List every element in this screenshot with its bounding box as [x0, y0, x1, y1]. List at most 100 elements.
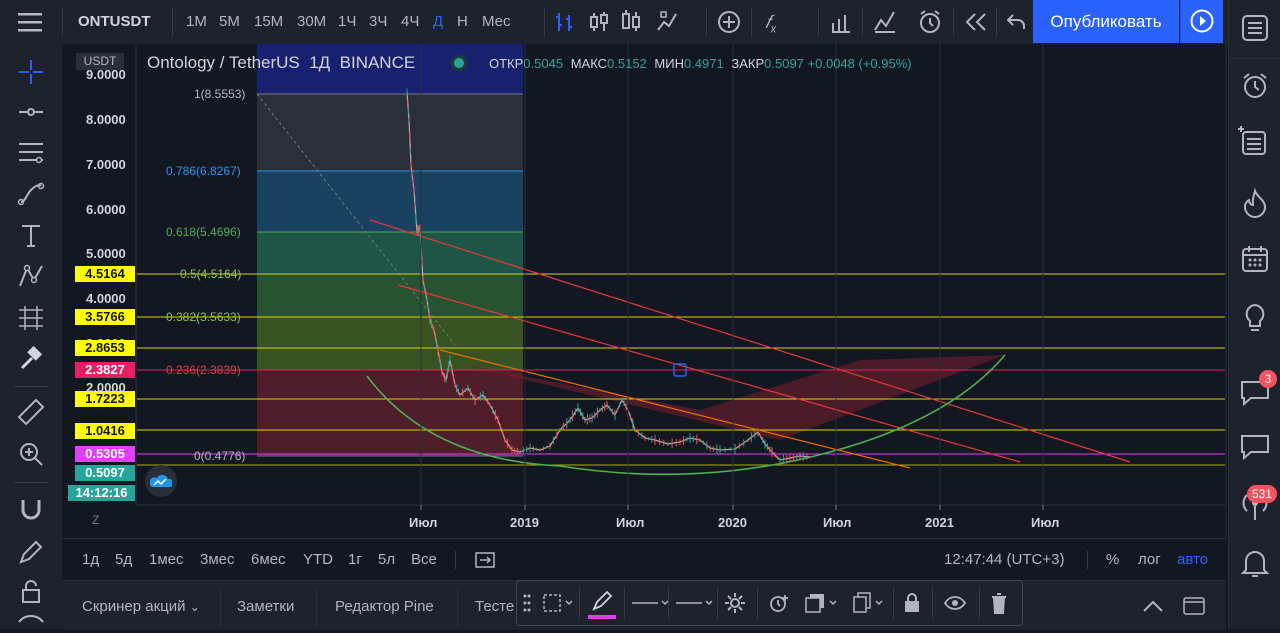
candles-chart-icon[interactable] — [588, 11, 610, 33]
clock[interactable]: 12:47:44 (UTC+3) — [944, 551, 1065, 568]
clone-icon[interactable] — [852, 591, 886, 615]
play-button[interactable] — [1180, 0, 1223, 43]
area-chart-icon[interactable] — [656, 10, 678, 34]
ideas-lightbulb-icon[interactable] — [1242, 303, 1268, 335]
chart-pane[interactable] — [62, 44, 1226, 538]
crosshair-icon[interactable] — [17, 58, 45, 86]
price-label-2865: 2.8653 — [75, 340, 135, 356]
price-chart[interactable] — [0, 0, 1228, 538]
zoom-in-icon[interactable] — [17, 440, 45, 468]
symbol-search[interactable]: ONTUSDT — [78, 13, 151, 30]
horizontal-lines-icon[interactable] — [17, 140, 45, 166]
range-bar: 1д 5д 1мес 3мес 6мес YTD 1г 5л Все 12:47… — [62, 538, 1226, 581]
tab-strategy-tester[interactable]: Тесте — [475, 598, 515, 615]
magnet-icon[interactable] — [17, 496, 45, 524]
trend-line-icon[interactable] — [17, 102, 45, 122]
fib-zone-786 — [257, 94, 523, 171]
alert-clock-icon[interactable] — [917, 9, 943, 35]
log-toggle[interactable]: лог — [1138, 551, 1161, 568]
range-5y[interactable]: 5л — [378, 551, 396, 568]
add-indicator-icon[interactable] — [717, 10, 741, 34]
drawing-handle — [673, 363, 687, 377]
drag-handle-icon[interactable] — [523, 594, 531, 612]
lock-pencil-icon[interactable] — [17, 538, 45, 566]
hotlist-icon[interactable] — [1241, 188, 1269, 218]
templates-icon[interactable] — [873, 10, 897, 34]
lock-icon[interactable] — [17, 578, 45, 606]
range-1d[interactable]: 1д — [82, 551, 100, 568]
line-width-icon[interactable] — [630, 596, 670, 610]
chevron-up-icon[interactable] — [1142, 599, 1164, 613]
watchlist-icon[interactable] — [1241, 14, 1269, 42]
trash-icon[interactable] — [989, 591, 1009, 615]
lock-drawing-icon[interactable] — [902, 591, 922, 615]
goto-date-icon[interactable] — [474, 550, 496, 570]
line-style-icon[interactable] — [674, 596, 714, 610]
messages-icon[interactable] — [1239, 432, 1271, 462]
ruler-icon[interactable] — [17, 398, 45, 426]
pattern-icon[interactable] — [17, 262, 45, 290]
data-window-icon[interactable] — [1237, 126, 1269, 158]
replay-icon[interactable] — [964, 12, 988, 32]
undo-icon[interactable] — [1005, 12, 1027, 32]
range-3m[interactable]: 3мес — [200, 551, 235, 568]
fib-zone-382 — [257, 274, 523, 317]
brush-icon[interactable] — [17, 180, 45, 208]
tab-notes[interactable]: Заметки — [237, 598, 295, 615]
prediction-icon[interactable] — [17, 304, 45, 332]
calendar-icon[interactable] — [1241, 244, 1269, 274]
alarm-clock-icon[interactable] — [1241, 72, 1269, 100]
menu-icon[interactable] — [18, 12, 42, 32]
range-5d[interactable]: 5д — [115, 551, 133, 568]
interval-30m[interactable]: 30М — [297, 13, 327, 30]
interval-3h[interactable]: 3Ч — [369, 13, 388, 30]
bars-chart-icon[interactable] — [554, 11, 576, 33]
range-1m[interactable]: 1мес — [149, 551, 184, 568]
chart-title[interactable]: Ontology / TetherUS 1Д BINANCE — [147, 53, 416, 72]
time-tick: Июл — [823, 515, 852, 530]
templates-select-icon[interactable] — [542, 592, 574, 614]
auto-toggle[interactable]: авто — [1177, 551, 1209, 568]
line-color-icon[interactable] — [590, 589, 616, 613]
channel-fill — [450, 355, 1005, 440]
interval-5m[interactable]: 5М — [219, 13, 240, 30]
visual-order-icon[interactable] — [804, 591, 838, 615]
maximize-panel-icon[interactable] — [1183, 597, 1205, 615]
price-tick: 5.0000 — [86, 246, 126, 261]
interval-4h[interactable]: 4Ч — [401, 13, 420, 30]
tz-button[interactable]: Z — [92, 513, 100, 527]
hide-eye-icon[interactable] — [943, 594, 967, 612]
interval-month[interactable]: Мес — [482, 13, 511, 30]
hollow-candles-icon[interactable] — [620, 9, 642, 33]
text-tool-icon[interactable] — [19, 222, 43, 248]
interval-week[interactable]: Н — [457, 13, 468, 30]
tradingview-logo[interactable] — [145, 465, 177, 497]
hammer-icon[interactable] — [18, 346, 44, 372]
compare-bars-icon[interactable] — [830, 11, 852, 33]
range-all[interactable]: Все — [411, 551, 437, 568]
eye-icon[interactable] — [17, 614, 45, 628]
fib-zone-1 — [257, 44, 523, 94]
interval-15m[interactable]: 15М — [254, 13, 284, 30]
time-tick: Июл — [616, 515, 645, 530]
interval-1h[interactable]: 1Ч — [338, 13, 357, 30]
price-tick: 6.0000 — [86, 202, 126, 217]
indicators-fx-icon[interactable]: 𝑓x — [765, 12, 777, 36]
high-label: МАКС — [570, 56, 608, 71]
percent-toggle[interactable]: % — [1106, 551, 1120, 568]
interval-day[interactable]: Д — [433, 13, 444, 30]
range-ytd[interactable]: YTD — [303, 551, 333, 568]
chevron-down-icon: ⌄ — [189, 600, 200, 614]
interval-1m[interactable]: 1М — [186, 13, 207, 30]
top-toolbar: ONTUSDT 1М 5М 15М 30М 1Ч 3Ч 4Ч Д Н Мес 𝑓… — [0, 0, 1280, 45]
tab-pine-editor[interactable]: Редактор Pine — [335, 598, 434, 615]
change-value: +0.0048 (+0.95%) — [807, 56, 912, 71]
range-1y[interactable]: 1г — [348, 551, 362, 568]
alert-add-icon[interactable] — [767, 591, 791, 615]
tab-stock-screener[interactable]: Скринер акций ⌄ — [82, 581, 200, 633]
bell-icon[interactable] — [1241, 548, 1269, 578]
range-6m[interactable]: 6мес — [251, 551, 286, 568]
publish-button[interactable]: Опубликовать — [1033, 0, 1179, 43]
cup-curve — [366, 354, 1006, 476]
settings-gear-icon[interactable] — [724, 592, 746, 614]
